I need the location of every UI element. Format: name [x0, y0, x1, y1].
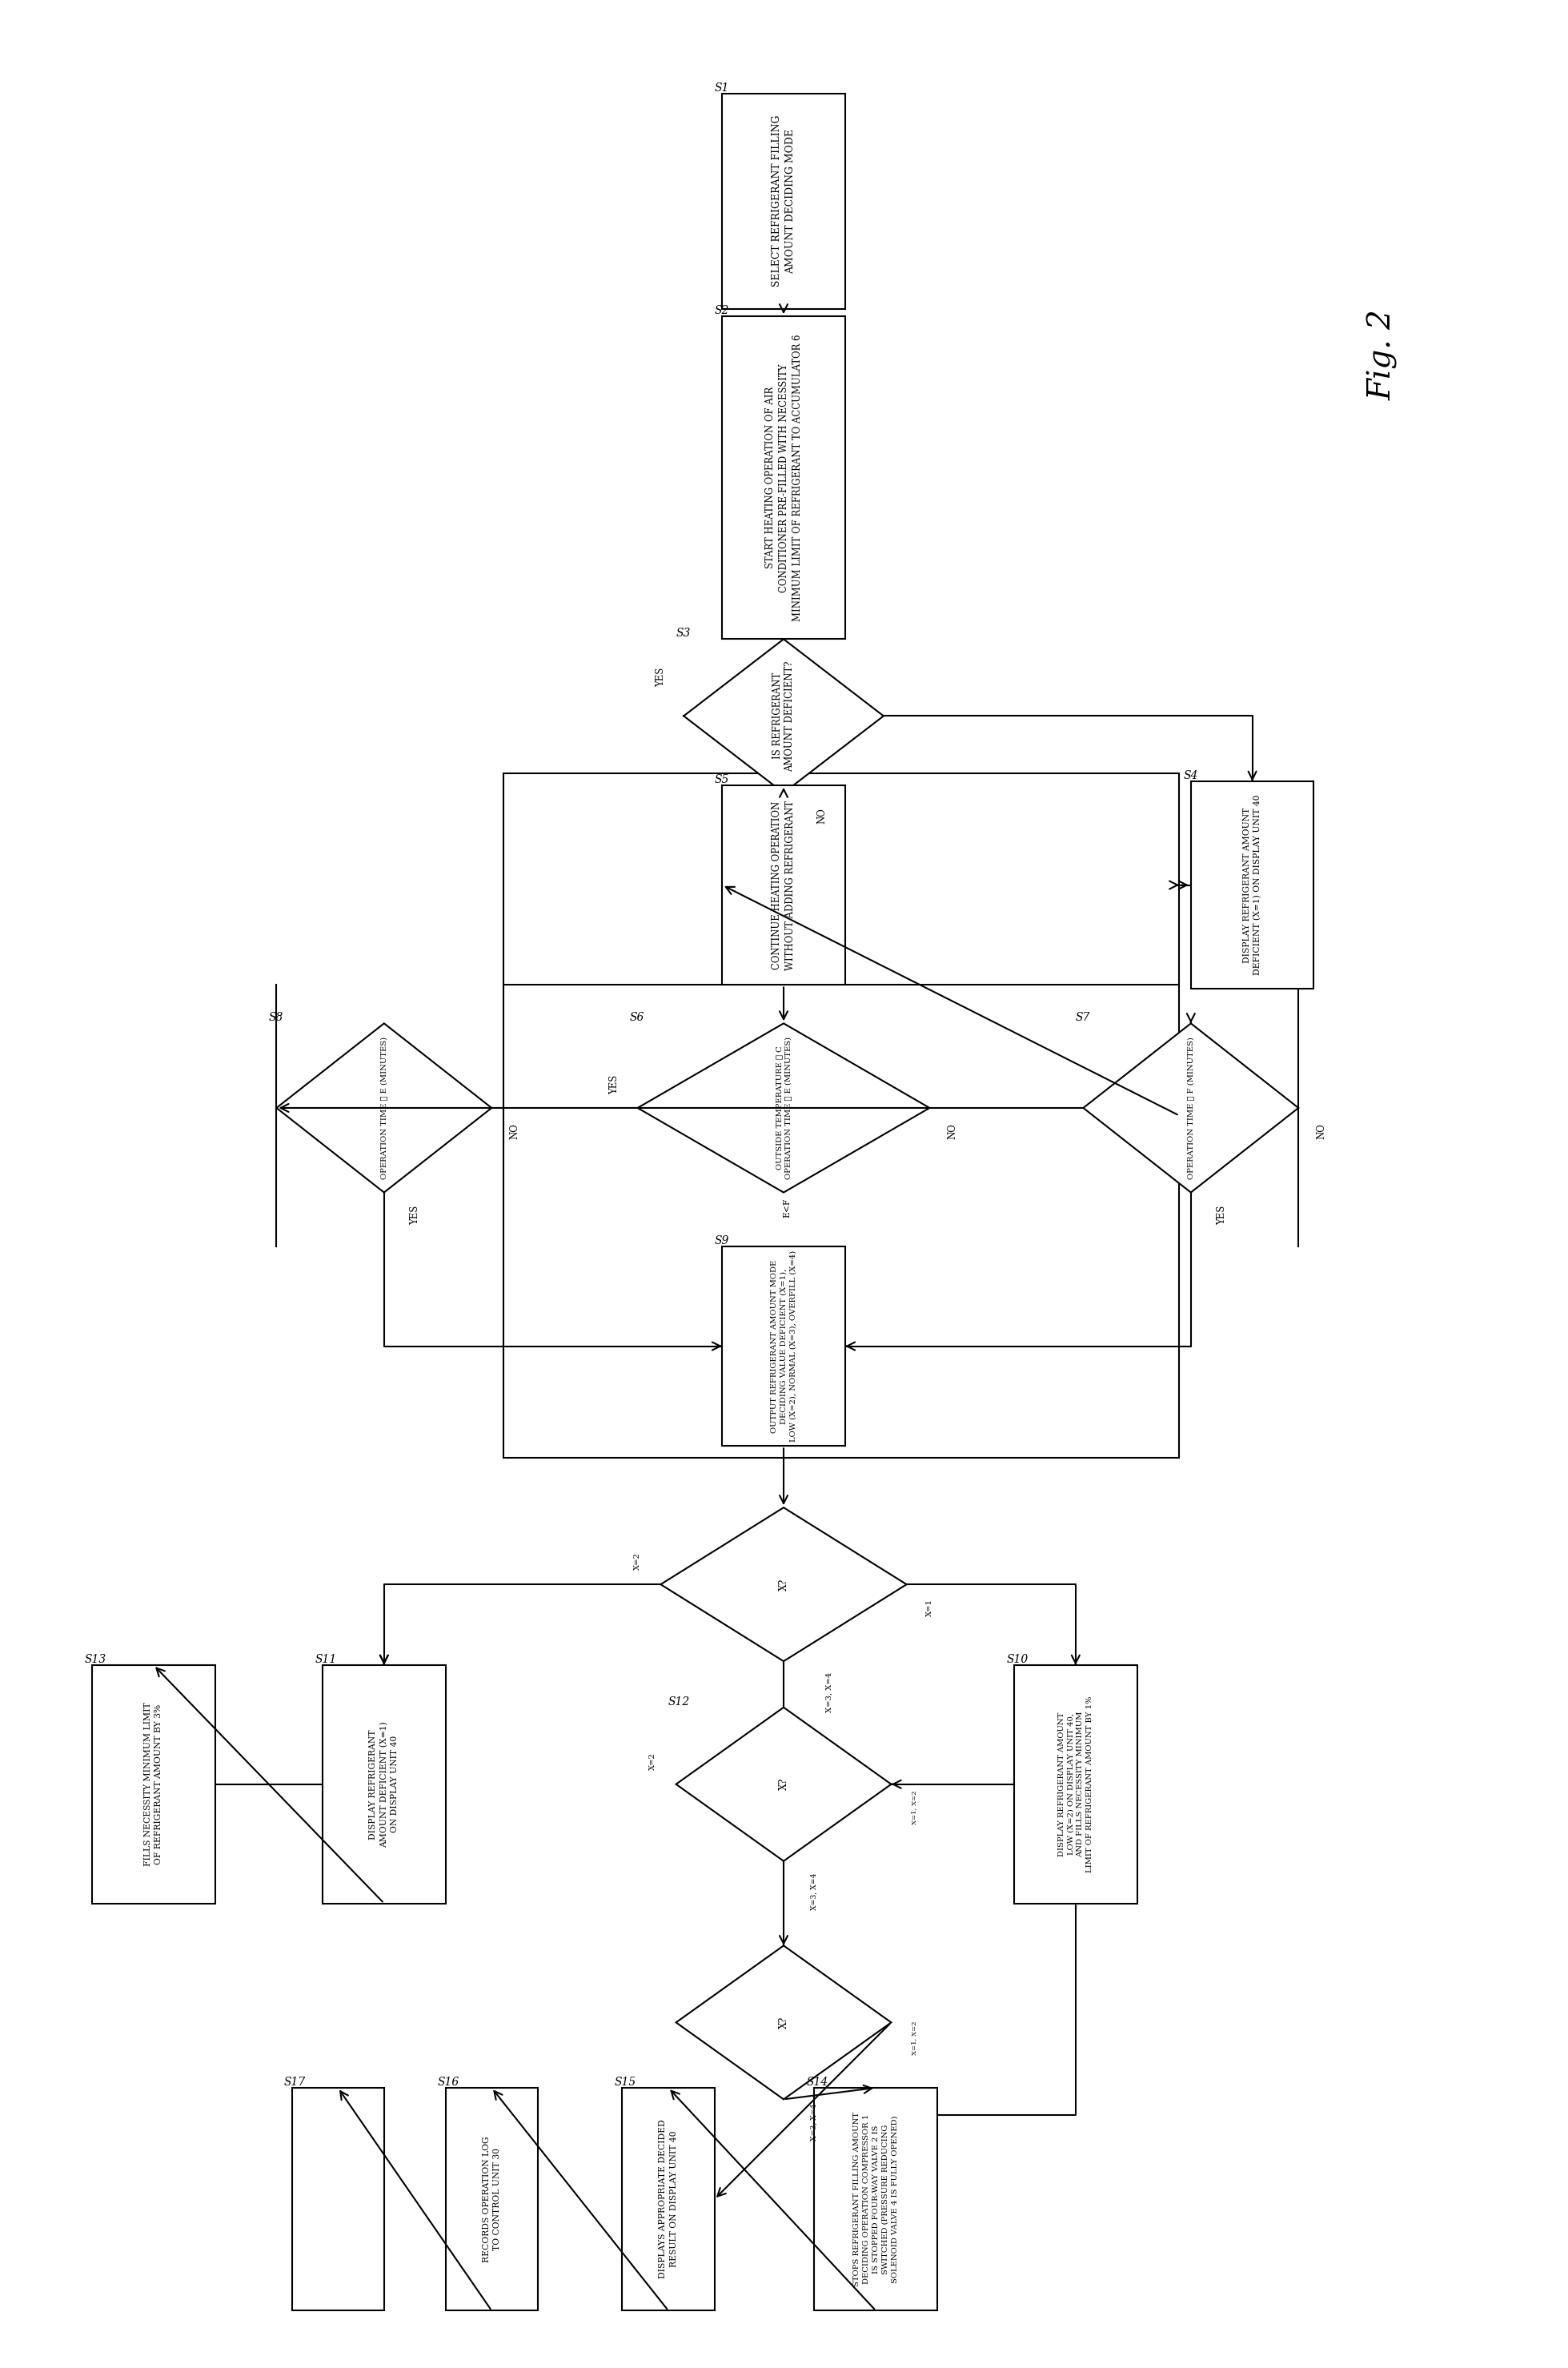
- Text: X=2: X=2: [633, 1553, 641, 1570]
- Bar: [445, 2089, 538, 2311]
- Polygon shape: [276, 1023, 492, 1193]
- Text: S14: S14: [806, 2077, 828, 2089]
- Text: NO: NO: [510, 1122, 521, 1139]
- Text: DISPLAY REFRIGERANT AMOUNT
LOW (X=2) ON DISPLAY UNIT 40,
AND FILLS NECESSITY MIN: DISPLAY REFRIGERANT AMOUNT LOW (X=2) ON …: [1058, 1695, 1093, 1873]
- Text: S6: S6: [630, 1011, 644, 1023]
- Text: S17: S17: [284, 2077, 306, 2089]
- Bar: [723, 92, 845, 308]
- Text: RECORDS OPERATION LOG
TO CONTROL UNIT 30: RECORDS OPERATION LOG TO CONTROL UNIT 30: [483, 2136, 500, 2261]
- Bar: [814, 2089, 938, 2311]
- Text: X=1: X=1: [927, 1598, 933, 1617]
- Text: YES: YES: [1217, 1205, 1226, 1224]
- Text: X=2: X=2: [649, 1752, 657, 1769]
- Text: X=1, X=2: X=1, X=2: [911, 1790, 917, 1823]
- Text: YES: YES: [610, 1075, 619, 1094]
- Text: S13: S13: [85, 1653, 107, 1665]
- Text: DISPLAY REFRIGERANT
AMOUNT DEFICIENT (X=1)
ON DISPLAY UNIT 40: DISPLAY REFRIGERANT AMOUNT DEFICIENT (X=…: [370, 1722, 398, 1847]
- Bar: [622, 2089, 715, 2311]
- Text: CONTINUE HEATING OPERATION
WITHOUT ADDING REFRIGERANT: CONTINUE HEATING OPERATION WITHOUT ADDIN…: [771, 800, 795, 971]
- Polygon shape: [676, 1707, 891, 1861]
- Bar: [723, 786, 845, 985]
- Text: DISPLAYS APPROPRIATE DECIDED
RESULT ON DISPLAY UNIT 40: DISPLAYS APPROPRIATE DECIDED RESULT ON D…: [659, 2119, 677, 2278]
- Text: DISPLAY REFRIGERANT AMOUNT
DEFICIENT (X=1) ON DISPLAY UNIT 40: DISPLAY REFRIGERANT AMOUNT DEFICIENT (X=…: [1243, 796, 1262, 976]
- Bar: [1014, 1665, 1137, 1904]
- Text: FILLS NECESSITY MINIMUM LIMIT
OF REFRIGERANT AMOUNT BY 3%: FILLS NECESSITY MINIMUM LIMIT OF REFRIGE…: [144, 1703, 163, 1866]
- Text: S5: S5: [715, 774, 729, 786]
- Polygon shape: [676, 1946, 891, 2100]
- Text: X?: X?: [778, 1577, 789, 1591]
- Polygon shape: [684, 639, 883, 793]
- Text: E<F: E<F: [784, 1198, 792, 1217]
- Text: OPERATION TIME ≧ F (MINUTES): OPERATION TIME ≧ F (MINUTES): [1187, 1037, 1195, 1179]
- Text: IS REFRIGERANT
AMOUNT DEFICIENT?: IS REFRIGERANT AMOUNT DEFICIENT?: [773, 661, 795, 772]
- Polygon shape: [638, 1023, 930, 1193]
- Polygon shape: [660, 1508, 906, 1662]
- Bar: [723, 1246, 845, 1447]
- Text: S8: S8: [268, 1011, 284, 1023]
- Text: OUTPUT REFRIGERANT AMOUNT MODE
DECIDING VALUE DEFICIENT (X=1),
LOW (X=2), NORMAL: OUTPUT REFRIGERANT AMOUNT MODE DECIDING …: [770, 1250, 797, 1442]
- Bar: [723, 317, 845, 639]
- Text: NO: NO: [1316, 1122, 1327, 1139]
- Text: YES: YES: [655, 668, 666, 687]
- Polygon shape: [1083, 1023, 1298, 1193]
- Text: START HEATING OPERATION OF AIR
CONDITIONER PRE-FILLED WITH NECESSITY
MINIMUM LIM: START HEATING OPERATION OF AIR CONDITION…: [765, 334, 803, 620]
- Text: SELECT REFRIGERANT FILLING
AMOUNT DECIDING MODE: SELECT REFRIGERANT FILLING AMOUNT DECIDI…: [771, 116, 795, 287]
- Bar: [93, 1665, 215, 1904]
- Text: OPERATION TIME ≧ E (MINUTES): OPERATION TIME ≧ E (MINUTES): [381, 1037, 387, 1179]
- Text: S11: S11: [315, 1653, 337, 1665]
- Text: YES: YES: [409, 1205, 420, 1224]
- Text: NO: NO: [947, 1122, 958, 1139]
- Text: NO: NO: [817, 807, 828, 824]
- Bar: [323, 1665, 445, 1904]
- Bar: [1190, 781, 1314, 990]
- Text: Fig. 2: Fig. 2: [1367, 310, 1399, 400]
- Text: X?: X?: [778, 1778, 789, 1790]
- Text: S12: S12: [668, 1695, 690, 1707]
- Text: S9: S9: [715, 1236, 729, 1246]
- Text: X=3, X=4: X=3, X=4: [811, 1873, 818, 1911]
- Text: X?: X?: [778, 2015, 789, 2029]
- Text: S1: S1: [715, 83, 729, 92]
- Text: S4: S4: [1184, 770, 1198, 781]
- Text: X=3, X=4: X=3, X=4: [826, 1672, 833, 1712]
- Text: S10: S10: [1007, 1653, 1029, 1665]
- Bar: [503, 774, 1179, 1459]
- Text: S16: S16: [437, 2077, 459, 2089]
- Text: S7: S7: [1076, 1011, 1090, 1023]
- Text: X=3, X=4: X=3, X=4: [811, 2103, 818, 2141]
- Text: OUTSIDE TEMPERATURE ≧ C
OPERATION TIME ≧ E (MINUTES): OUTSIDE TEMPERATURE ≧ C OPERATION TIME ≧…: [776, 1037, 792, 1179]
- Bar: [292, 2089, 384, 2311]
- Text: S2: S2: [715, 305, 729, 317]
- Text: STOPS REFRIGERANT FILLING AMOUNT
DECIDING OPERATION COMPRESSOR 1
IS STOPPED FOUR: STOPS REFRIGERANT FILLING AMOUNT DECIDIN…: [853, 2112, 898, 2287]
- Text: X=1, X=2: X=1, X=2: [911, 2020, 917, 2055]
- Text: S15: S15: [615, 2077, 637, 2089]
- Text: S3: S3: [676, 628, 691, 639]
